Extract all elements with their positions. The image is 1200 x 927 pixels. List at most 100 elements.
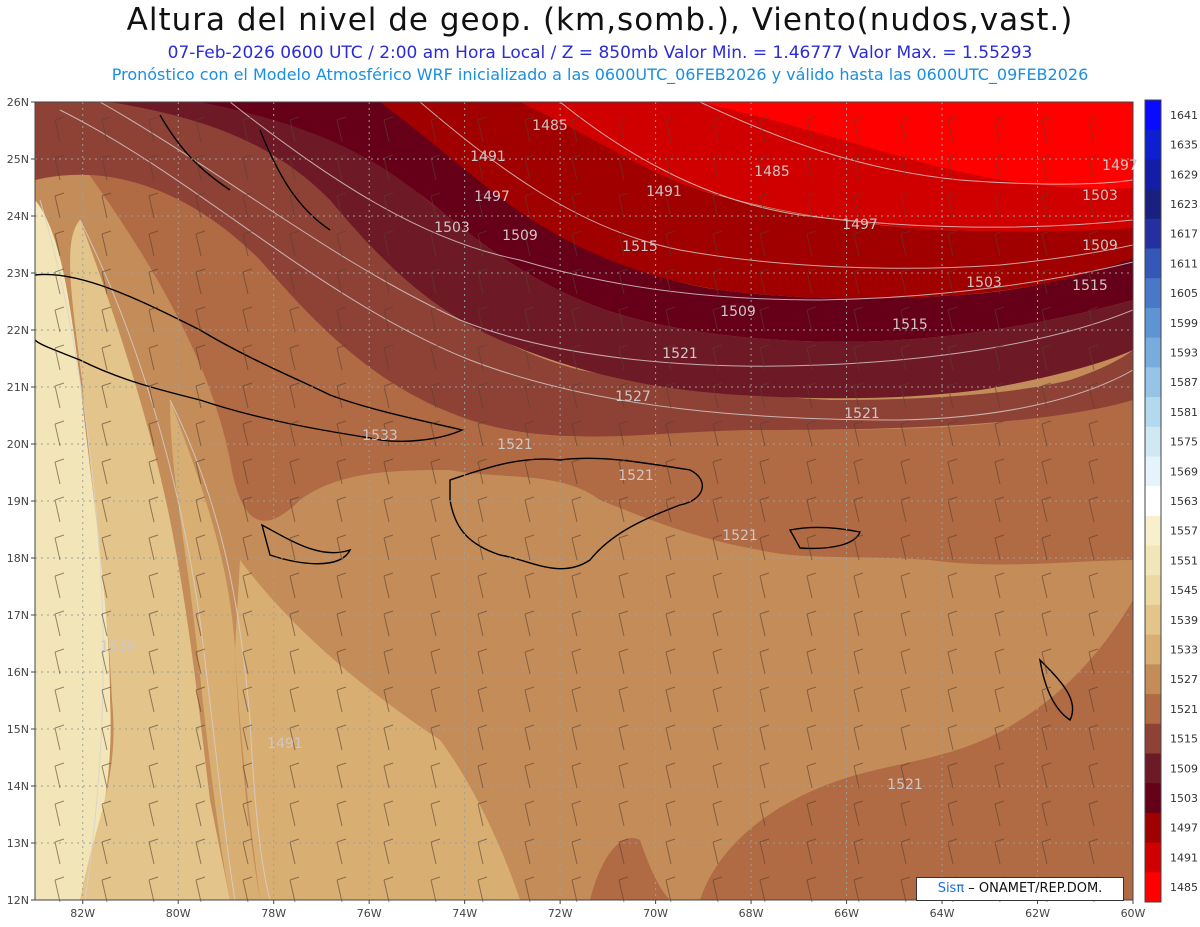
wind-barb xyxy=(383,268,394,295)
wind-barb xyxy=(712,496,723,523)
wind-barb xyxy=(101,762,112,789)
wind-barb xyxy=(101,306,112,333)
wind-barb xyxy=(1088,382,1099,409)
wind-barb xyxy=(994,610,1005,637)
wind-barb xyxy=(195,686,206,713)
wind-barb xyxy=(900,686,911,713)
lat-label: 26N xyxy=(7,96,29,109)
wind-barb xyxy=(900,762,911,789)
wind-barb xyxy=(289,192,300,219)
wind-barb xyxy=(994,344,1005,371)
wind-barb xyxy=(477,572,488,599)
wind-barb xyxy=(242,572,253,599)
colorbar-swatch xyxy=(1145,783,1161,814)
wind-barb xyxy=(524,496,535,523)
wind-barb xyxy=(195,154,206,181)
wind-barb xyxy=(477,268,488,295)
wind-barb xyxy=(336,116,347,143)
wind-barb xyxy=(994,230,1005,257)
wind-barb xyxy=(806,686,817,713)
wind-barb xyxy=(383,572,394,599)
lon-label: 78W xyxy=(261,907,286,920)
lat-label: 16N xyxy=(7,666,29,679)
wind-barb xyxy=(900,458,911,485)
wind-barb xyxy=(101,116,112,143)
wind-barb xyxy=(524,382,535,409)
wind-barb xyxy=(289,306,300,333)
wind-barb xyxy=(242,876,253,903)
wind-barb xyxy=(947,344,958,371)
wind-barb xyxy=(618,724,629,751)
wind-barb xyxy=(1088,458,1099,485)
lon-label: 68W xyxy=(739,907,764,920)
wind-barb xyxy=(759,648,770,675)
wind-barb xyxy=(571,116,582,143)
wind-barb xyxy=(289,382,300,409)
wind-barb xyxy=(54,382,65,409)
contour-label: 1521 xyxy=(844,406,880,422)
wind-barb xyxy=(1041,762,1052,789)
wind-barb xyxy=(477,762,488,789)
wind-barb xyxy=(759,306,770,333)
wind-barb xyxy=(665,838,676,865)
lat-label: 20N xyxy=(7,438,29,451)
wind-barb xyxy=(430,838,441,865)
wind-barb xyxy=(1088,610,1099,637)
wind-barb xyxy=(383,800,394,827)
wind-barb xyxy=(1041,458,1052,485)
wind-barb xyxy=(101,838,112,865)
wind-barb xyxy=(383,192,394,219)
wind-barb xyxy=(195,420,206,447)
wind-barb xyxy=(336,648,347,675)
wind-barb xyxy=(242,116,253,143)
wind-barb xyxy=(571,230,582,257)
wind-barb xyxy=(1088,534,1099,561)
wind-barb xyxy=(571,610,582,637)
wind-barb xyxy=(947,154,958,181)
wind-barb xyxy=(524,610,535,637)
wind-barb xyxy=(1041,534,1052,561)
wind-barb xyxy=(947,192,958,219)
wind-barb xyxy=(618,154,629,181)
colorbar-swatch xyxy=(1145,694,1161,725)
wind-barb xyxy=(383,344,394,371)
wind-barb xyxy=(524,344,535,371)
colorbar-label: 1563 xyxy=(1170,495,1198,508)
wind-barb xyxy=(54,800,65,827)
wind-barb xyxy=(665,306,676,333)
wind-barb xyxy=(242,230,253,257)
wind-barb xyxy=(242,306,253,333)
wind-barb xyxy=(853,420,864,447)
wind-barb xyxy=(101,800,112,827)
colorbar-label: 1545 xyxy=(1170,584,1198,597)
wind-barb xyxy=(148,648,159,675)
wind-barb xyxy=(947,306,958,333)
wind-barb xyxy=(900,192,911,219)
wind-barb xyxy=(618,420,629,447)
wind-barb xyxy=(571,838,582,865)
wind-barb xyxy=(1041,838,1052,865)
colorbar-label: 1587 xyxy=(1170,376,1198,389)
wind-barb xyxy=(195,800,206,827)
wind-barb xyxy=(148,192,159,219)
wind-barb xyxy=(336,192,347,219)
wind-barb xyxy=(430,420,441,447)
wind-barb xyxy=(900,876,911,903)
wind-barb xyxy=(900,800,911,827)
colorbar-swatch xyxy=(1145,604,1161,636)
wind-barb xyxy=(712,154,723,181)
wind-barb xyxy=(806,192,817,219)
wind-barb xyxy=(101,496,112,523)
colorbar-swatch xyxy=(1145,456,1161,487)
wind-barb xyxy=(665,534,676,561)
wind-barb xyxy=(900,154,911,181)
wind-barb xyxy=(665,230,676,257)
wind-barb xyxy=(618,800,629,827)
wind-barb xyxy=(54,230,65,257)
colorbar-label: 1635 xyxy=(1170,139,1198,152)
wind-barb xyxy=(289,154,300,181)
contour-label: 1503 xyxy=(1082,188,1118,204)
wind-barb xyxy=(383,762,394,789)
